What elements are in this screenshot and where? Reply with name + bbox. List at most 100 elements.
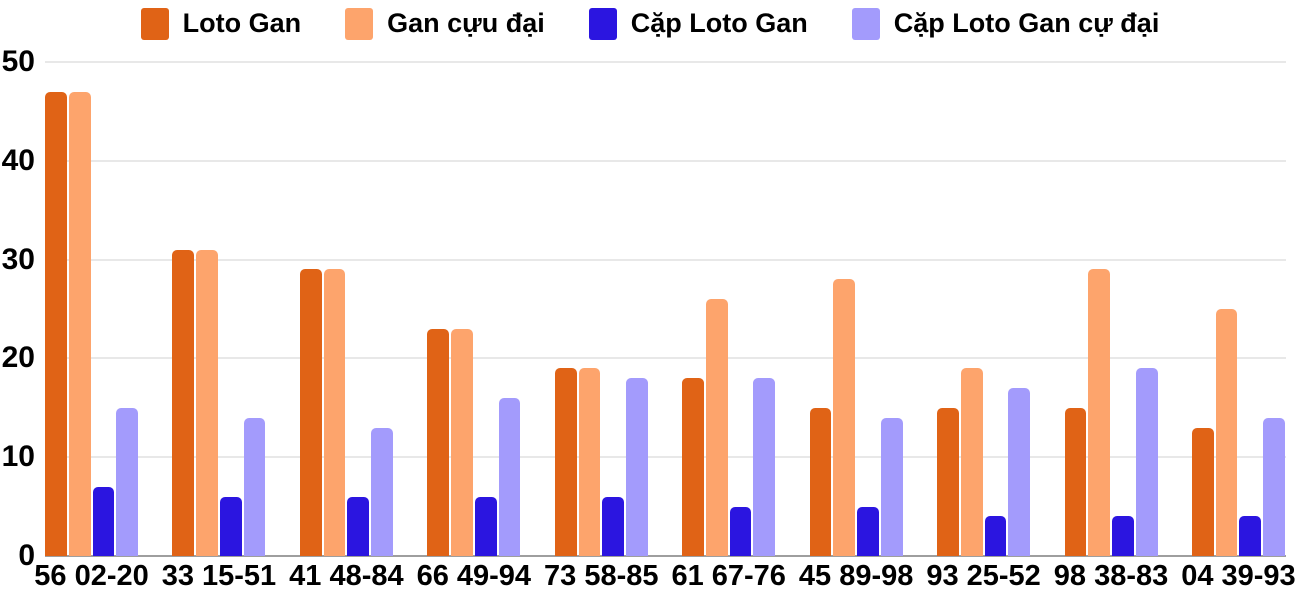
x-tick-label: 41 48-84: [289, 560, 404, 592]
bar: [68, 92, 91, 556]
legend-label: Loto Gan: [182, 8, 302, 39]
legend-swatch: [345, 8, 374, 40]
y-tick-label: 30: [1, 242, 35, 276]
bar: [1008, 388, 1031, 556]
bar: [45, 92, 67, 556]
legend-item[interactable]: Gan cựu đại: [345, 8, 545, 40]
bar: [857, 507, 879, 556]
bar-group: [45, 62, 138, 556]
legend-label: Cặp Loto Gan cự đại: [893, 8, 1160, 39]
x-tick-label: 73 58-85: [544, 560, 659, 592]
x-tick-label: 98 38-83: [1053, 560, 1169, 592]
bar: [116, 408, 138, 556]
bar: [984, 516, 1007, 556]
legend-swatch: [588, 8, 617, 40]
bar: [1064, 408, 1087, 556]
x-label-cell: 93 25-52: [926, 560, 1041, 593]
bar-group: [1191, 62, 1285, 556]
bar-group: [809, 62, 903, 556]
bar-group: [427, 62, 521, 556]
bar: [1112, 516, 1134, 556]
y-tick-label: 20: [1, 341, 35, 375]
bar-group: [172, 62, 266, 556]
bar: [172, 250, 195, 556]
legend-label: Cặp Loto Gan: [630, 8, 808, 39]
bar: [1215, 309, 1238, 556]
y-tick-label: 10: [1, 440, 35, 474]
bar: [474, 497, 497, 556]
bar: [498, 398, 521, 556]
x-tick-label: 33 15-51: [161, 560, 277, 592]
bar: [196, 250, 218, 556]
gridline: [45, 61, 1286, 63]
bar: [833, 279, 856, 556]
bar-group: [299, 62, 393, 556]
bar-group: [1064, 62, 1158, 556]
chart-legend: Loto Gan Gan cựu đại Cặp Loto Gan Cặp Loto …: [0, 8, 1300, 40]
bar: [92, 487, 115, 556]
y-tick-label: 0: [18, 539, 35, 572]
legend-swatch: [140, 8, 169, 40]
bar: [880, 418, 903, 556]
bar: [729, 507, 752, 556]
bar: [1135, 368, 1158, 556]
bar: [809, 408, 832, 556]
bar: [371, 428, 393, 556]
bar: [578, 368, 601, 556]
y-tick-label: 50: [1, 45, 35, 78]
legend-item[interactable]: Cặp Loto Gan: [588, 8, 808, 40]
bar: [682, 378, 704, 556]
x-label-cell: 98 38-83: [1054, 560, 1169, 593]
x-label-cell: 66 49-94: [417, 560, 532, 593]
bars-layer: [45, 62, 1285, 556]
bar: [1263, 418, 1285, 556]
x-label-cell: 61 67-76: [671, 560, 786, 593]
bar: [626, 378, 648, 556]
bar: [323, 269, 346, 556]
x-tick-label: 04 39-93: [1181, 560, 1296, 592]
bar: [427, 329, 450, 556]
bar: [347, 497, 370, 556]
bar: [1191, 428, 1214, 556]
x-label-cell: 45 89-98: [799, 560, 914, 593]
bar: [1088, 269, 1110, 556]
x-tick-label: 66 49-94: [416, 560, 532, 592]
bar: [554, 368, 577, 556]
x-label-cell: 41 48-84: [289, 560, 404, 593]
bar: [705, 299, 728, 556]
x-label-cell: 73 58-85: [544, 560, 659, 593]
gridline: [45, 357, 1286, 360]
bar: [299, 269, 322, 556]
legend-swatch: [851, 8, 880, 40]
x-label-cell: 33 15-51: [162, 560, 277, 593]
x-tick-label: 56 02-20: [34, 560, 149, 592]
x-tick-label: 45 89-98: [798, 560, 914, 592]
gridline: [45, 456, 1286, 459]
gridline: [45, 258, 1286, 261]
gridline: [45, 159, 1286, 162]
bar: [243, 418, 266, 556]
bar: [451, 329, 473, 556]
bar: [937, 408, 959, 556]
x-tick-label: 61 67-76: [671, 560, 786, 592]
bar: [960, 368, 983, 556]
y-tick-label: 40: [1, 143, 35, 177]
x-tick-label: 93 25-52: [926, 560, 1041, 592]
bar-group: [937, 62, 1031, 556]
x-label-cell: 56 02-20: [34, 560, 149, 593]
x-label-cell: 04 39-93: [1181, 560, 1296, 593]
bar: [219, 497, 242, 556]
bar: [1239, 516, 1262, 556]
x-axis: 56 02-20 33 15-51 41 48-84 66 49-94 73 58-85…: [34, 560, 1296, 593]
legend-label: Gan cựu đại: [387, 8, 545, 39]
bar: [753, 378, 776, 556]
bar: [602, 497, 624, 556]
bar-group: [682, 62, 776, 556]
bar-group: [554, 62, 648, 556]
legend-item[interactable]: Loto Gan: [140, 8, 302, 40]
x-axis-line: [45, 555, 1286, 557]
legend-item[interactable]: Cặp Loto Gan cự đại: [851, 8, 1160, 40]
